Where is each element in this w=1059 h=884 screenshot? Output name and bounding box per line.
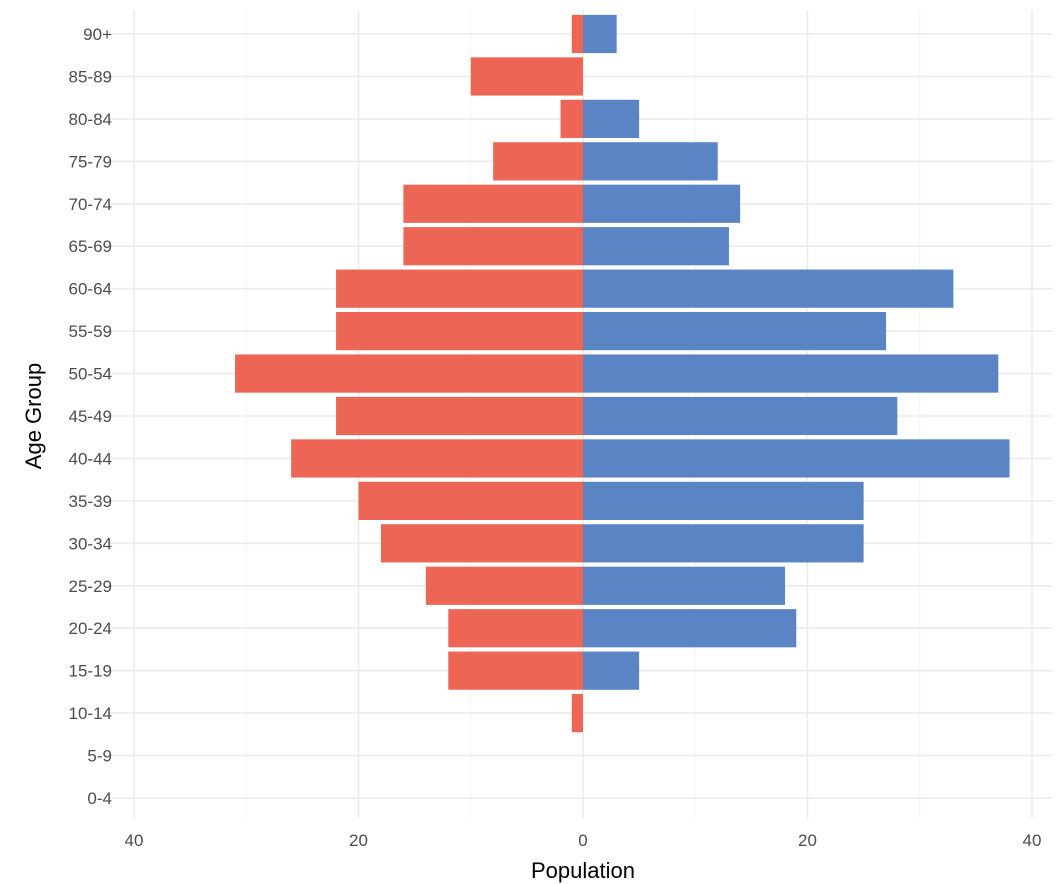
left-bar-60-64 xyxy=(336,269,583,308)
x-axis-tick-labels: 40 20 0 20 40 xyxy=(125,831,1042,850)
right-bar-20-24 xyxy=(583,609,797,648)
left-bar-75-79 xyxy=(493,142,583,181)
left-bar-80-84 xyxy=(560,99,583,138)
y-tick-label: 25-29 xyxy=(69,577,112,596)
right-bar-30-34 xyxy=(583,524,864,563)
right-bar-45-49 xyxy=(583,396,898,436)
left-bar-85-89 xyxy=(470,57,583,96)
x-tick-label: 40 xyxy=(1023,831,1042,850)
right-bar-70-74 xyxy=(583,184,741,223)
y-tick-label: 75-79 xyxy=(69,152,112,171)
right-bar-60-64 xyxy=(583,269,954,308)
right-bar-75-79 xyxy=(583,142,718,181)
y-tick-label: 70-74 xyxy=(69,195,112,214)
left-bar-55-59 xyxy=(336,312,583,351)
y-tick-label: 5-9 xyxy=(87,747,112,766)
right-bar-80-84 xyxy=(583,99,640,138)
bars xyxy=(235,14,1010,733)
left-bar-45-49 xyxy=(336,396,583,436)
left-bar-10-14 xyxy=(571,694,583,733)
y-axis-title: Age Group xyxy=(21,363,46,469)
left-bar-70-74 xyxy=(403,184,583,223)
y-tick-label: 20-24 xyxy=(69,619,112,638)
y-tick-label: 10-14 xyxy=(69,704,112,723)
y-tick-label: 15-19 xyxy=(69,662,112,681)
right-bar-40-44 xyxy=(583,439,1010,478)
y-tick-label: 80-84 xyxy=(69,110,112,129)
y-tick-label: 65-69 xyxy=(69,237,112,256)
y-tick-label: 0-4 xyxy=(87,789,112,808)
right-bar-65-69 xyxy=(583,227,729,266)
x-tick-label: 40 xyxy=(125,831,144,850)
left-bar-65-69 xyxy=(403,227,583,266)
y-tick-label: 40-44 xyxy=(69,449,112,468)
left-bar-35-39 xyxy=(358,481,583,520)
x-tick-label: 20 xyxy=(349,831,368,850)
y-axis-tick-labels: 0-4 5-9 10-14 15-19 20-24 25-29 30-34 35-39 40-4… xyxy=(69,25,113,808)
left-bar-20-24 xyxy=(448,609,583,648)
y-tick-label: 50-54 xyxy=(69,365,112,384)
left-bar-25-29 xyxy=(425,566,583,605)
right-bar-35-39 xyxy=(583,481,864,520)
right-bar-90+ xyxy=(583,14,617,54)
x-tick-label: 0 xyxy=(578,831,587,850)
left-bar-50-54 xyxy=(235,354,583,393)
right-bar-25-29 xyxy=(583,566,786,605)
y-tick-label: 85-89 xyxy=(69,67,112,86)
left-bar-90+ xyxy=(571,14,583,54)
right-bar-15-19 xyxy=(583,651,640,690)
right-bar-50-54 xyxy=(583,354,999,393)
y-tick-label: 60-64 xyxy=(69,280,112,299)
x-tick-label: 20 xyxy=(798,831,817,850)
right-bar-55-59 xyxy=(583,312,887,351)
y-tick-label: 55-59 xyxy=(69,322,112,341)
y-tick-label: 45-49 xyxy=(69,407,112,426)
x-axis-title: Population xyxy=(531,858,635,883)
y-tick-label: 30-34 xyxy=(69,534,112,553)
y-tick-label: 35-39 xyxy=(69,492,112,511)
left-bar-40-44 xyxy=(291,439,583,478)
left-bar-15-19 xyxy=(448,651,583,690)
y-tick-label: 90+ xyxy=(83,25,112,44)
left-bar-30-34 xyxy=(380,524,583,563)
